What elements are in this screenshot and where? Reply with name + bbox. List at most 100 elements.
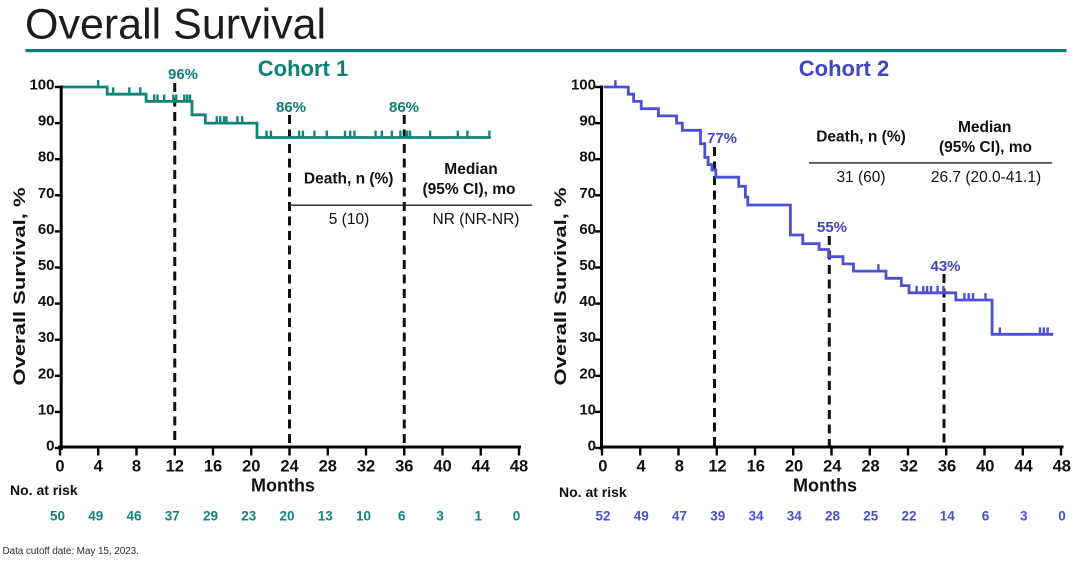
svg-text:0: 0 (46, 438, 54, 455)
svg-text:8: 8 (675, 458, 684, 476)
svg-text:80: 80 (579, 149, 596, 166)
svg-text:50: 50 (50, 509, 65, 524)
svg-text:29: 29 (203, 509, 218, 524)
svg-text:60: 60 (38, 221, 55, 238)
svg-text:46: 46 (126, 509, 142, 524)
svg-text:13: 13 (318, 509, 334, 524)
svg-text:37: 37 (165, 509, 180, 524)
svg-text:10: 10 (356, 509, 371, 524)
svg-text:28: 28 (319, 458, 337, 476)
svg-text:43%: 43% (930, 258, 960, 275)
svg-text:100: 100 (571, 77, 596, 94)
svg-text:1: 1 (474, 509, 482, 524)
svg-text:52: 52 (595, 509, 610, 524)
svg-text:Death, n (%): Death, n (%) (816, 129, 906, 146)
svg-text:90: 90 (579, 113, 596, 130)
svg-text:30: 30 (38, 329, 55, 346)
svg-text:24: 24 (280, 458, 299, 476)
svg-text:Cohort 2: Cohort 2 (799, 56, 889, 81)
svg-text:36: 36 (938, 458, 956, 476)
svg-text:20: 20 (785, 458, 803, 476)
svg-text:20: 20 (279, 509, 294, 524)
svg-text:40: 40 (976, 458, 994, 476)
svg-text:40: 40 (433, 458, 451, 476)
svg-text:5 (10): 5 (10) (329, 211, 370, 228)
svg-text:40: 40 (38, 293, 55, 310)
svg-text:20: 20 (579, 365, 596, 382)
svg-text:16: 16 (204, 458, 222, 476)
svg-text:22: 22 (901, 509, 916, 524)
svg-text:23: 23 (241, 509, 257, 524)
svg-text:Overall Survival, %: Overall Survival, % (11, 187, 30, 385)
svg-text:34: 34 (787, 509, 803, 524)
svg-text:12: 12 (166, 458, 184, 476)
svg-text:12: 12 (708, 458, 726, 476)
svg-text:10: 10 (579, 401, 596, 418)
svg-text:16: 16 (747, 458, 765, 476)
svg-text:Median: Median (958, 119, 1011, 136)
svg-text:40: 40 (579, 293, 596, 310)
svg-text:3: 3 (1020, 509, 1028, 524)
svg-text:34: 34 (748, 509, 764, 524)
svg-text:Overall Survival, %: Overall Survival, % (552, 187, 571, 385)
svg-text:80: 80 (38, 149, 55, 166)
svg-text:4: 4 (94, 458, 104, 476)
svg-text:28: 28 (861, 458, 879, 476)
svg-text:No. at risk: No. at risk (559, 484, 627, 500)
svg-text:70: 70 (38, 185, 55, 202)
svg-text:47: 47 (672, 509, 687, 524)
svg-text:4: 4 (636, 458, 646, 476)
svg-text:26.7 (20.0-41.1): 26.7 (20.0-41.1) (931, 169, 1041, 186)
svg-text:32: 32 (357, 458, 375, 476)
svg-text:Median: Median (444, 161, 497, 178)
svg-text:Data cutoff date: May 15, 2023: Data cutoff date: May 15, 2023. (3, 546, 139, 557)
svg-text:31 (60): 31 (60) (836, 169, 885, 186)
svg-text:0: 0 (55, 458, 64, 476)
svg-text:14: 14 (940, 509, 956, 524)
svg-text:96%: 96% (168, 66, 198, 83)
svg-text:10: 10 (38, 401, 55, 418)
svg-text:100: 100 (29, 77, 54, 94)
svg-text:70: 70 (579, 185, 596, 202)
svg-text:8: 8 (132, 458, 141, 476)
svg-text:0: 0 (588, 438, 596, 455)
svg-text:20: 20 (38, 365, 55, 382)
svg-text:6: 6 (398, 509, 406, 524)
svg-text:Months: Months (251, 476, 315, 496)
svg-text:Overall Survival: Overall Survival (25, 1, 326, 49)
svg-text:50: 50 (38, 257, 55, 274)
svg-text:3: 3 (436, 509, 444, 524)
svg-text:0: 0 (1058, 509, 1066, 524)
svg-text:49: 49 (88, 509, 103, 524)
svg-text:25: 25 (863, 509, 879, 524)
svg-text:28: 28 (825, 509, 841, 524)
svg-text:55%: 55% (817, 219, 847, 236)
svg-text:86%: 86% (389, 99, 419, 116)
svg-text:0: 0 (598, 458, 607, 476)
svg-text:86%: 86% (276, 99, 306, 116)
svg-text:Months: Months (793, 476, 857, 496)
svg-text:Cohort 1: Cohort 1 (258, 56, 348, 81)
svg-text:48: 48 (1053, 458, 1071, 476)
svg-text:6: 6 (982, 509, 990, 524)
svg-text:77%: 77% (707, 130, 737, 147)
svg-text:(95% CI), mo: (95% CI), mo (422, 181, 515, 198)
svg-text:44: 44 (1014, 458, 1033, 476)
svg-text:Death, n (%): Death, n (%) (304, 171, 394, 188)
svg-text:48: 48 (510, 458, 528, 476)
svg-text:NR (NR-NR): NR (NR-NR) (433, 211, 520, 228)
svg-text:36: 36 (395, 458, 413, 476)
svg-text:0: 0 (513, 509, 521, 524)
svg-text:(95% CI), mo: (95% CI), mo (939, 139, 1032, 156)
svg-text:49: 49 (634, 509, 649, 524)
svg-text:60: 60 (579, 221, 596, 238)
svg-text:No. at risk: No. at risk (10, 482, 78, 498)
svg-text:30: 30 (579, 329, 596, 346)
svg-text:50: 50 (579, 257, 596, 274)
svg-text:90: 90 (38, 113, 55, 130)
svg-text:39: 39 (710, 509, 725, 524)
svg-text:24: 24 (823, 458, 842, 476)
svg-text:32: 32 (900, 458, 918, 476)
svg-text:44: 44 (472, 458, 491, 476)
svg-text:20: 20 (242, 458, 260, 476)
